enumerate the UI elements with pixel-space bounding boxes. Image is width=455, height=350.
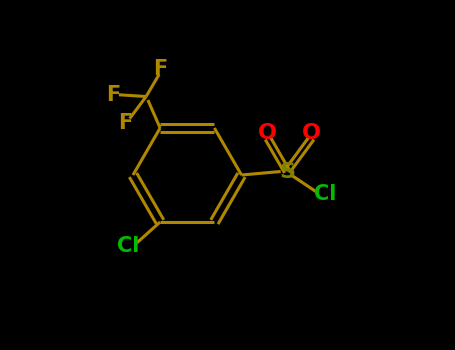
Text: F: F: [118, 113, 132, 133]
Text: O: O: [302, 123, 321, 143]
Text: F: F: [106, 85, 120, 105]
Text: F: F: [153, 58, 167, 78]
Text: O: O: [258, 123, 277, 143]
Text: Cl: Cl: [313, 184, 336, 204]
Text: Cl: Cl: [117, 237, 140, 257]
Text: S: S: [279, 161, 295, 182]
